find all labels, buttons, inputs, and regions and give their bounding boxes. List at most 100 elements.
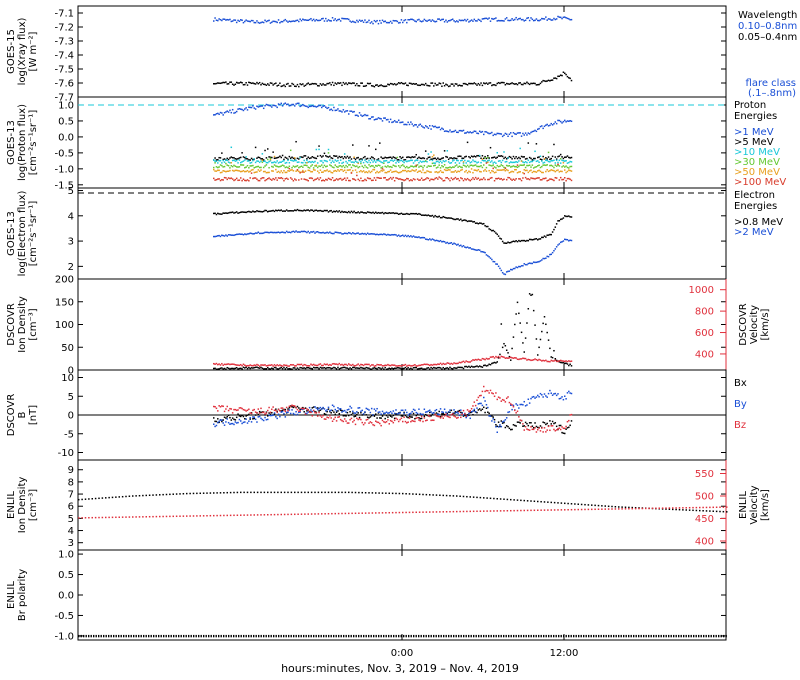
- data-point: [250, 161, 253, 164]
- data-point: [350, 110, 353, 112]
- data-point: [322, 210, 324, 213]
- data-point: [483, 396, 485, 399]
- data-point: [553, 166, 555, 169]
- data-point: [325, 178, 327, 181]
- data-point: [288, 405, 291, 408]
- data-point: [221, 164, 223, 167]
- data-point: [373, 166, 376, 169]
- data-point: [461, 361, 463, 363]
- data-point: [462, 414, 465, 416]
- data-point: [231, 156, 234, 159]
- data-point: [312, 179, 315, 182]
- data-point: [463, 634, 465, 638]
- data-point: [343, 634, 345, 638]
- data-point: [699, 509, 701, 512]
- data-point: [275, 177, 277, 179]
- data-point: [443, 21, 446, 23]
- data-point: [334, 18, 336, 20]
- data-point: [312, 18, 315, 21]
- data-point: [522, 177, 524, 179]
- data-point: [258, 232, 261, 235]
- data-point: [414, 170, 416, 172]
- data-point: [361, 158, 363, 161]
- data-point: [551, 251, 554, 254]
- data-point: [553, 360, 555, 362]
- data-point: [495, 133, 497, 136]
- data-point: [410, 420, 412, 423]
- data-point: [465, 415, 467, 417]
- data-point: [321, 171, 323, 173]
- data-point: [469, 164, 471, 167]
- data-point: [465, 416, 467, 419]
- data-point: [541, 330, 543, 333]
- data-point: [373, 212, 376, 215]
- data-point: [554, 77, 557, 79]
- data-point: [349, 418, 351, 421]
- data-point: [333, 210, 335, 213]
- data-point: [443, 179, 446, 182]
- data-point: [431, 82, 434, 84]
- data-point: [543, 125, 546, 128]
- data-point: [335, 165, 338, 168]
- data-point: [213, 114, 215, 116]
- data-point: [468, 21, 470, 23]
- data-point: [430, 411, 432, 413]
- data-point: [295, 368, 297, 371]
- data-point: [325, 232, 327, 234]
- data-point: [365, 419, 368, 421]
- data-point: [412, 156, 415, 159]
- data-point: [566, 155, 569, 157]
- data-point: [528, 238, 531, 241]
- data-point: [215, 113, 218, 115]
- data-point: [302, 171, 304, 173]
- data-point: [94, 516, 97, 519]
- data-point: [396, 121, 399, 123]
- data-point: [331, 109, 334, 112]
- data-point: [668, 508, 671, 510]
- data-point: [264, 19, 266, 22]
- data-point: [429, 165, 431, 168]
- data-point: [551, 19, 554, 21]
- data-point: [567, 502, 569, 505]
- data-point: [435, 160, 438, 163]
- data-point: [561, 122, 563, 124]
- data-point: [408, 19, 411, 21]
- data-point: [505, 158, 508, 160]
- data-point: [456, 495, 458, 497]
- data-point: [551, 155, 554, 158]
- data-point: [527, 171, 530, 174]
- data-point: [532, 395, 535, 398]
- data-point: [400, 634, 402, 638]
- data-point: [307, 179, 309, 182]
- data-point: [280, 85, 282, 88]
- data-point: [260, 84, 262, 86]
- data-point: [368, 19, 370, 22]
- data-point: [403, 165, 405, 168]
- data-point: [466, 177, 469, 180]
- data-point: [260, 514, 262, 516]
- data-point: [352, 421, 354, 423]
- data-point: [426, 414, 428, 417]
- data-point: [503, 421, 505, 424]
- data-point: [227, 177, 230, 179]
- data-point: [377, 158, 380, 160]
- data-point: [561, 426, 563, 428]
- data-point: [246, 160, 249, 162]
- data-point: [546, 164, 548, 166]
- data-point: [505, 349, 508, 351]
- data-point: [508, 242, 511, 244]
- data-point: [265, 418, 268, 421]
- data-point: [311, 368, 314, 370]
- data-point: [310, 491, 313, 494]
- data-point: [397, 367, 400, 369]
- data-point: [465, 360, 467, 362]
- data-point: [314, 410, 316, 413]
- data-point: [461, 413, 463, 416]
- data-point: [281, 365, 284, 367]
- data-point: [249, 170, 251, 173]
- data-point: [273, 83, 276, 85]
- data-point: [519, 422, 521, 424]
- data-point: [261, 364, 264, 366]
- data-point: [508, 19, 511, 22]
- data-point: [354, 412, 357, 414]
